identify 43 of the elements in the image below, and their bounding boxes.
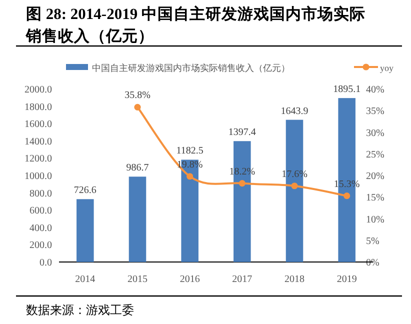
y-tick-label: 400.0 [30,222,52,234]
y2-tick-label: 20% [366,171,384,182]
x-tick-label: 2014 [75,274,96,285]
y2-tick-label: 25% [366,149,384,160]
y2-tick-label: 30% [366,128,384,139]
bar [76,199,94,262]
y-tick-label: 0.0 [40,258,52,268]
legend-label: yoy [380,63,394,73]
x-tick-label: 2017 [232,274,252,285]
point [344,192,350,200]
data-label: 1895.1 [333,84,361,96]
data-label: 35.8% [124,90,150,102]
y-tick-label: 1600.0 [24,119,52,130]
x-tick-label: 2016 [180,274,200,285]
y2-tick-label: 15% [366,192,384,204]
point [134,104,141,110]
y-tick-label: 200.0 [30,240,52,252]
legend-label: 中国自主研发游戏国内市场实际销售收入（亿元） [92,63,290,73]
data-label: 726.6 [74,185,96,196]
y2-tick-label: 10% [366,214,384,226]
chart-title: 图 28: 2014-2019 中国自主研发游戏国内市场实际销售收入（亿元） [26,4,366,47]
y-tick-label: 1200.0 [24,154,52,165]
y-tick-label: 600.0 [30,206,52,217]
point [291,182,298,190]
y2-tick-label: 35% [366,106,384,118]
data-label: 1182.5 [176,146,204,157]
data-label: 1397.4 [228,127,256,138]
point [238,180,246,187]
point [186,173,194,180]
x-tick-label: 2019 [336,274,357,285]
y2-tick-label: 40% [366,84,384,96]
x-tick-label: 2018 [284,274,304,285]
source-note: 数据来源：游戏工委 [26,303,134,317]
data-label: 1643.9 [280,106,308,117]
bar [128,176,146,262]
y2-tick-label: 5% [366,236,380,247]
y-tick-label: 1000.0 [24,171,52,182]
y-tick-label: 1400.0 [24,136,52,148]
x-tick-label: 2015 [128,274,148,285]
y-tick-label: 1800.0 [24,102,52,113]
y-tick-label: 800.0 [30,188,52,200]
data-label: 986.7 [126,162,149,174]
y-tick-label: 2000.0 [24,84,52,96]
